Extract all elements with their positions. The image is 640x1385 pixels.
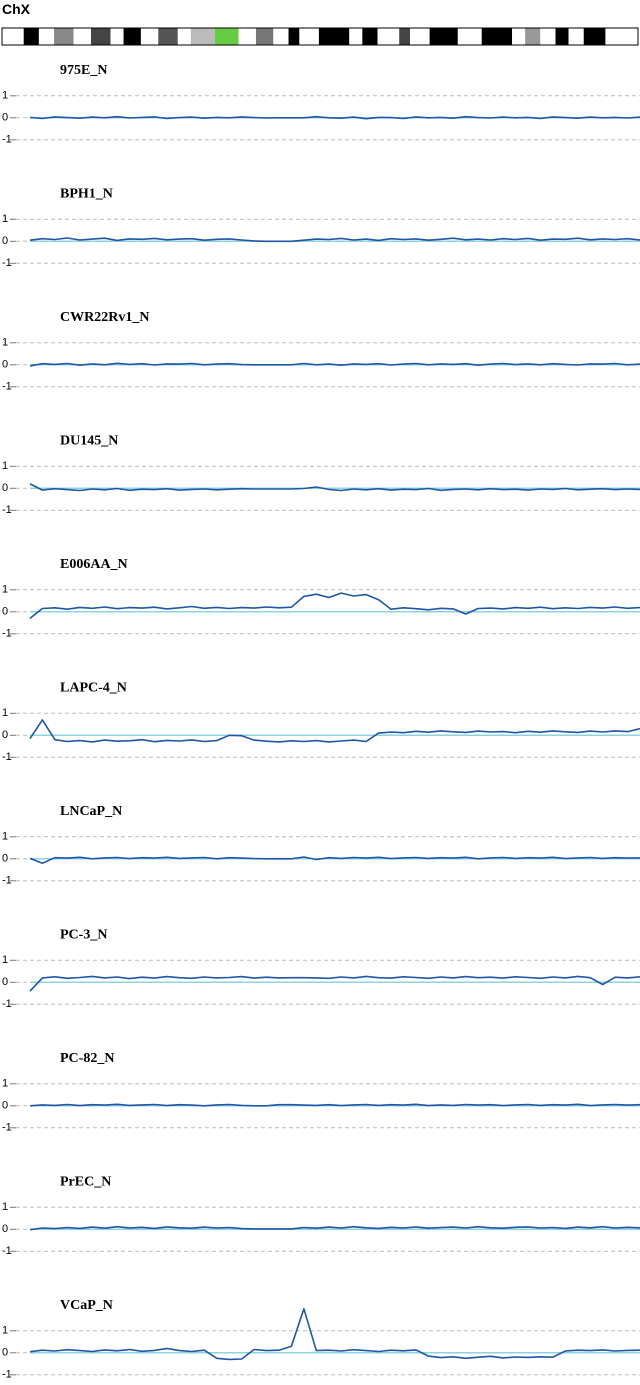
y-tick-label: -1 [2, 998, 12, 1010]
y-tick-label: 1 [2, 954, 8, 966]
track-title: PC-3_N [60, 928, 107, 943]
ideogram-band [2, 28, 24, 45]
ideogram-band [399, 28, 411, 45]
data-line [29, 1103, 640, 1107]
y-tick-label: -1 [2, 1122, 12, 1134]
data-line [29, 115, 640, 120]
ideogram-band [190, 28, 215, 45]
ideogram-band [23, 28, 39, 45]
ideogram-band [123, 28, 141, 45]
y-tick-label: 0 [2, 853, 8, 865]
data-line [29, 856, 640, 864]
data-line [29, 975, 640, 992]
y-tick-label: 0 [2, 606, 8, 618]
track-title: PC-82_N [60, 1051, 114, 1066]
y-tick-label: -1 [2, 1245, 12, 1257]
ideogram-band [362, 28, 378, 45]
ideogram-band [318, 28, 350, 45]
y-tick-label: -1 [2, 504, 12, 516]
ideogram-band [605, 28, 638, 45]
y-tick-label: 0 [2, 235, 8, 247]
data-line [29, 237, 640, 243]
ideogram-band [525, 28, 541, 45]
track-title: CWR22Rv1_N [60, 310, 149, 325]
y-tick-label: 0 [2, 1347, 8, 1359]
track-title: DU145_N [60, 434, 118, 449]
y-tick-label: 0 [2, 482, 8, 494]
ideogram-band [583, 28, 606, 45]
y-tick-label: 1 [2, 460, 8, 472]
track-title: LAPC-4_N [60, 681, 127, 696]
ideogram-band [481, 28, 513, 45]
ideogram-band [158, 28, 178, 45]
y-tick-label: 1 [2, 1078, 8, 1090]
ideogram-band [457, 28, 482, 45]
ideogram-band [73, 28, 91, 45]
ideogram-band [214, 28, 239, 45]
y-tick-label: -1 [2, 134, 12, 146]
ideogram-band [410, 28, 430, 45]
ideogram-band [54, 28, 74, 45]
ideogram-outline [1, 27, 639, 46]
data-line [29, 1308, 640, 1361]
ideogram-band [110, 28, 124, 45]
y-tick-label: 1 [2, 831, 8, 843]
ideogram-band [429, 28, 458, 45]
y-tick-label: 0 [2, 976, 8, 988]
ideogram-band [38, 28, 55, 45]
ideogram-band [140, 28, 159, 45]
y-tick-label: -1 [2, 1369, 12, 1381]
data-line [29, 362, 640, 367]
y-tick-label: -1 [2, 875, 12, 887]
track-title: LNCaP_N [60, 804, 122, 819]
y-tick-label: 0 [2, 359, 8, 371]
y-tick-label: 1 [2, 1201, 8, 1213]
y-tick-label: 0 [2, 112, 8, 124]
ideogram-band [90, 28, 111, 45]
ideogram-band [555, 28, 569, 45]
y-tick-label: 0 [2, 1100, 8, 1112]
ideogram-band [255, 28, 274, 45]
data-line [29, 1225, 640, 1231]
y-tick-label: -1 [2, 628, 12, 640]
y-tick-label: 0 [2, 729, 8, 741]
y-tick-label: -1 [2, 751, 12, 763]
y-tick-label: 1 [2, 584, 8, 596]
ideogram-band [512, 28, 526, 45]
data-line [29, 719, 640, 743]
ideogram-band [238, 28, 256, 45]
ideogram-band [177, 28, 191, 45]
y-tick-label: 1 [2, 1325, 8, 1337]
ideogram-band [288, 28, 300, 45]
data-line [29, 483, 640, 492]
track-title: BPH1_N [60, 187, 113, 202]
track-title: 975E_N [60, 63, 107, 78]
y-tick-label: -1 [2, 257, 12, 269]
y-tick-label: 0 [2, 1223, 8, 1235]
chromosome-label: ChX [2, 1, 31, 17]
track-title: PrEC_N [60, 1175, 111, 1190]
ideogram-band [568, 28, 584, 45]
y-tick-label: 1 [2, 213, 8, 225]
y-tick-label: -1 [2, 381, 12, 393]
y-tick-label: 1 [2, 707, 8, 719]
ideogram-band [377, 28, 400, 45]
track-title: E006AA_N [60, 557, 128, 572]
ideogram [1, 27, 639, 46]
y-tick-label: 1 [2, 337, 8, 349]
ideogram-band [540, 28, 556, 45]
ideogram-band [273, 28, 289, 45]
data-line [29, 592, 640, 620]
ideogram-band [299, 28, 319, 45]
ideogram-band [349, 28, 363, 45]
y-tick-label: 1 [2, 90, 8, 102]
track-title: VCaP_N [60, 1298, 113, 1313]
